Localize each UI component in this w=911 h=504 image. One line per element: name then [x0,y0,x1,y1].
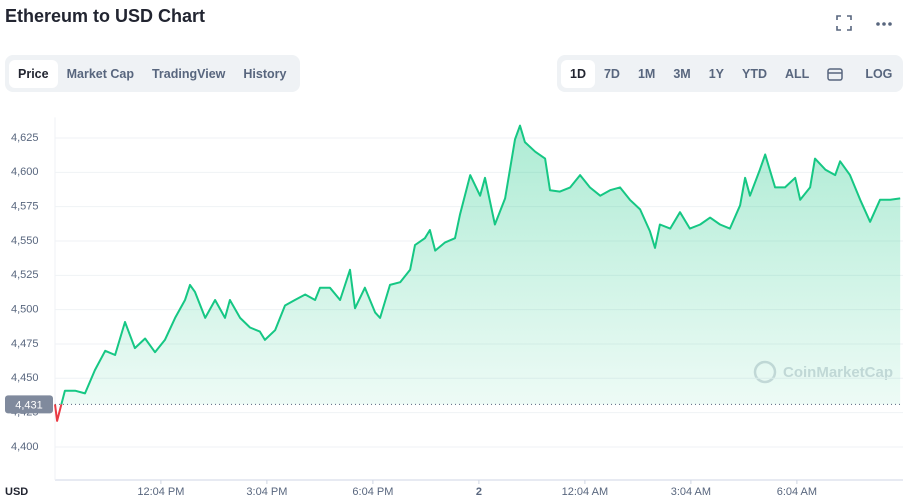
x-tick-label: 6:04 AM [777,486,817,498]
x-tick-label: 6:04 PM [352,486,393,498]
y-tick-label: 4,450 [11,372,39,384]
y-tick-label: 4,500 [11,304,39,316]
price-line [55,124,901,405]
tab[interactable]: Market Cap [66,66,134,81]
x-tick-label: 3:04 AM [671,486,711,498]
range-button[interactable]: 1D [561,59,595,88]
reference-badge [5,395,53,414]
range-button[interactable]: 1Y [708,66,725,81]
x-tick-label: 3:04 PM [246,486,287,498]
y-tick-label: 4,525 [11,269,39,281]
range-button[interactable]: 3M [673,66,691,81]
price-line-below [54,404,63,422]
tab-group: Price Market Cap TradingView History [5,55,300,92]
range-group: 1D 7D 1M 3M 1Y YTD ALL LOG [557,55,903,92]
watermark-logo [753,360,777,384]
calendar-button[interactable] [818,60,852,88]
watermark: CoinMarketCap [783,364,893,381]
x-tick-label: 12:04 PM [137,486,184,498]
y-tick-label: 4,625 [11,132,39,144]
y-tick-label: 4,600 [11,166,39,178]
range-button[interactable]: 7D [603,66,620,81]
tab[interactable]: Price [9,59,58,88]
tab[interactable]: History [243,66,287,81]
more-icon[interactable] [875,14,893,32]
tab[interactable]: TradingView [151,66,226,81]
y-tick-label: 4,400 [11,441,39,453]
y-tick-label: 4,475 [11,338,39,350]
range-button[interactable]: YTD [742,66,768,81]
price-area [61,125,901,405]
range-button[interactable]: ALL [785,66,810,81]
x-tick-label: 12:04 AM [562,486,608,498]
reference-label: 4,431 [15,399,43,411]
log-button[interactable]: LOG [865,66,893,81]
y-axis-label: USD [5,486,28,498]
icons [835,14,893,32]
x-tick-label: 2 [476,486,482,498]
y-tick-label: 4,550 [11,235,39,247]
y-tick-label: 4,575 [11,201,39,213]
range-button[interactable]: 1M [637,66,656,81]
title: Ethereum to USD Chart [5,6,206,26]
y-tick-label: 4,425 [11,407,39,419]
fullscreen-icon[interactable] [835,14,853,32]
